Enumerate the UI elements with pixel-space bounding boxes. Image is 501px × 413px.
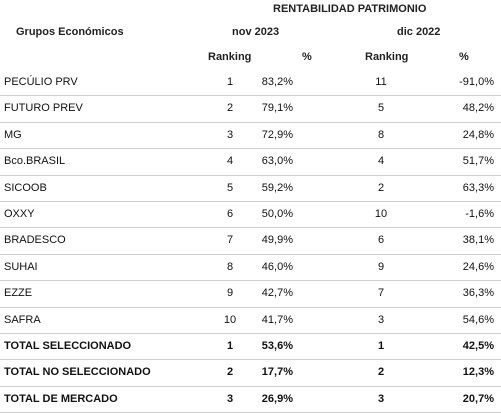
row-pct-b: -91,0% <box>459 76 494 88</box>
table-row-total: TOTAL SELECCIONADO 1 53,6% 1 42,5% <box>0 334 501 361</box>
row-ranking-a: 1 <box>226 76 234 88</box>
table-row: SUHAI 8 46,0% 9 24,6% <box>0 255 501 282</box>
row-ranking-b: 3 <box>377 392 385 405</box>
row-pct-b: 12,3% <box>462 366 494 379</box>
table-row: PECÚLIO PRV 1 83,2% 11 -91,0% <box>0 70 501 97</box>
subheader-ranking-b: Ranking <box>365 51 409 63</box>
row-name: SUHAI <box>4 260 38 273</box>
row-ranking-b: 5 <box>377 102 385 115</box>
table-row-total: TOTAL NO SELECCIONADO 2 17,7% 2 12,3% <box>0 360 501 387</box>
row-ranking-b: 1 <box>377 339 385 352</box>
table-row: OXXY 6 50,0% 10 -1,6% <box>0 202 501 229</box>
row-pct-a: 17,7% <box>261 366 293 379</box>
row-pct-a: 79,1% <box>261 102 293 115</box>
table-row: FUTURO PREV 2 79,1% 5 48,2% <box>0 96 501 123</box>
row-pct-a: 46,0% <box>261 260 293 273</box>
table-row: SAFRA 10 41,7% 3 54,6% <box>0 308 501 334</box>
row-name: EZZE <box>4 287 33 300</box>
row-pct-b: 54,6% <box>462 313 494 326</box>
row-ranking-a: 1 <box>226 339 234 352</box>
row-ranking-b: 2 <box>377 366 385 379</box>
row-name: TOTAL DE MERCADO <box>4 392 118 405</box>
row-ranking-a: 3 <box>226 128 234 141</box>
table-row: BRADESCO 7 49,9% 6 38,1% <box>0 228 501 255</box>
row-pct-b: 24,6% <box>462 260 494 273</box>
row-pct-b: 51,7% <box>462 155 494 168</box>
row-ranking-b: 8 <box>377 128 385 141</box>
row-pct-a: 50,0% <box>261 207 293 220</box>
table-row-total: TOTAL DE MERCADO 3 26,9% 3 20,7% <box>0 387 501 413</box>
row-pct-b: 48,2% <box>462 102 494 115</box>
row-pct-b: 20,7% <box>462 392 494 405</box>
row-pct-b: 42,5% <box>462 339 494 352</box>
row-pct-b: 24,8% <box>462 128 494 141</box>
column-header-period-b: dic 2022 <box>397 26 441 38</box>
row-ranking-b: 3 <box>377 313 385 326</box>
table-group-title: RENTABILIDAD PATRIMONIO <box>273 3 427 15</box>
row-name: OXXY <box>4 207 35 220</box>
row-ranking-a: 5 <box>226 181 234 194</box>
column-header-groups: Grupos Económicos <box>16 26 124 38</box>
row-name: Bco.BRASIL <box>4 155 66 168</box>
row-ranking-b: 6 <box>377 234 385 247</box>
row-ranking-b: 4 <box>377 155 385 168</box>
row-name: TOTAL NO SELECCIONADO <box>4 366 151 379</box>
row-ranking-b: 7 <box>377 287 385 300</box>
table-row: MG 3 72,9% 8 24,8% <box>0 123 501 150</box>
row-pct-a: 49,9% <box>261 234 293 247</box>
row-name: SAFRA <box>4 313 41 326</box>
row-name: MG <box>4 128 22 141</box>
row-ranking-a: 8 <box>226 260 234 273</box>
row-pct-a: 63,0% <box>261 155 293 168</box>
ranking-table: RENTABILIDAD PATRIMONIO Grupos Económico… <box>0 3 501 413</box>
row-ranking-b: 9 <box>377 260 385 273</box>
row-pct-a: 59,2% <box>261 181 293 194</box>
subheader-ranking-a: Ranking <box>208 51 252 63</box>
row-ranking-a: 6 <box>226 207 234 220</box>
row-pct-b: 36,3% <box>462 287 494 300</box>
row-pct-b: -1,6% <box>465 207 494 220</box>
row-pct-a: 41,7% <box>261 313 293 326</box>
row-pct-a: 26,9% <box>261 392 293 405</box>
row-ranking-a: 7 <box>226 234 234 247</box>
row-pct-a: 83,2% <box>261 76 293 88</box>
row-pct-b: 63,3% <box>462 181 494 194</box>
row-ranking-a: 9 <box>226 287 234 300</box>
row-ranking-a: 10 <box>223 313 237 326</box>
row-ranking-b: 11 <box>375 76 387 88</box>
row-name: PECÚLIO PRV <box>4 76 78 88</box>
row-ranking-a: 2 <box>226 102 234 115</box>
subheader-pct-a: % <box>302 51 312 63</box>
row-name: FUTURO PREV <box>4 102 83 115</box>
row-ranking-b: 2 <box>377 181 385 194</box>
row-name: TOTAL SELECCIONADO <box>4 339 132 352</box>
row-pct-b: 38,1% <box>462 234 494 247</box>
row-name: SICOOB <box>4 181 47 194</box>
row-ranking-a: 3 <box>226 392 234 405</box>
row-ranking-b: 10 <box>374 207 388 220</box>
table-row: Bco.BRASIL 4 63,0% 4 51,7% <box>0 149 501 176</box>
row-pct-a: 53,6% <box>261 339 293 352</box>
table-row: SICOOB 5 59,2% 2 63,3% <box>0 176 501 202</box>
row-pct-a: 42,7% <box>261 287 293 300</box>
table-body: PECÚLIO PRV 1 83,2% 11 -91,0% FUTURO PRE… <box>0 70 501 413</box>
row-ranking-a: 2 <box>226 366 234 379</box>
subheader-pct-b: % <box>459 51 469 63</box>
row-pct-a: 72,9% <box>261 128 293 141</box>
table-row: EZZE 9 42,7% 7 36,3% <box>0 281 501 308</box>
row-ranking-a: 4 <box>226 155 234 168</box>
column-header-period-a: nov 2023 <box>232 26 280 38</box>
row-name: BRADESCO <box>4 234 66 247</box>
